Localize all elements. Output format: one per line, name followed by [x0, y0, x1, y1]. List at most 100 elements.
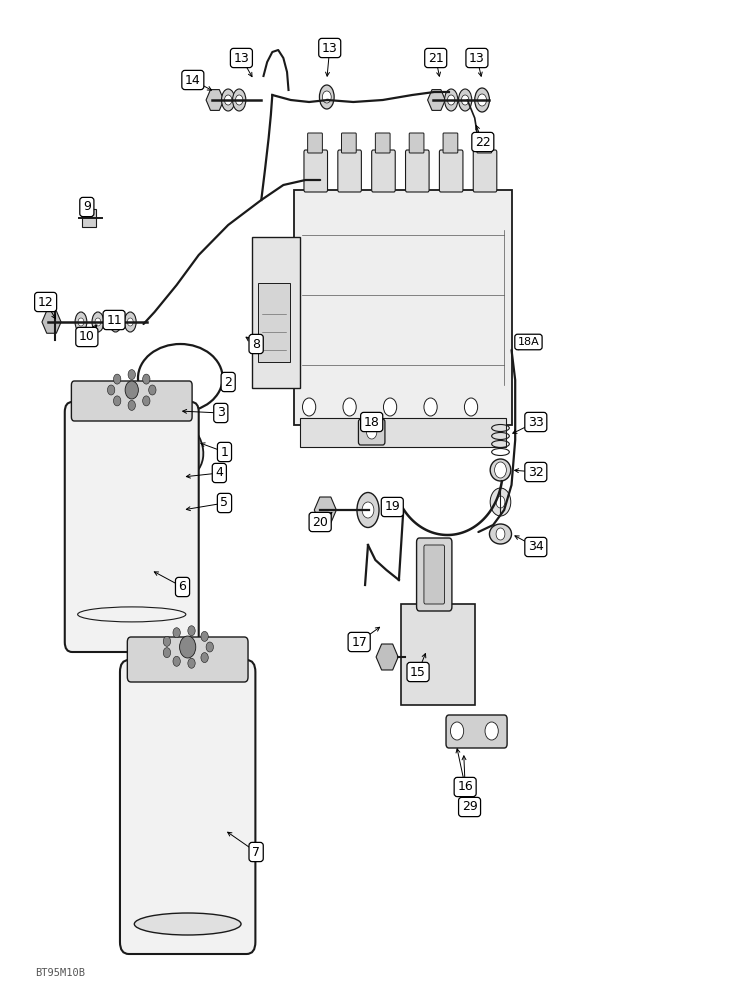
Circle shape — [188, 626, 195, 636]
Text: 6: 6 — [179, 580, 186, 593]
FancyBboxPatch shape — [401, 604, 475, 705]
FancyBboxPatch shape — [372, 150, 395, 192]
Ellipse shape — [459, 89, 472, 111]
Circle shape — [134, 430, 149, 450]
FancyBboxPatch shape — [443, 133, 458, 153]
Circle shape — [78, 318, 84, 326]
Circle shape — [322, 91, 331, 103]
Circle shape — [206, 642, 213, 652]
Text: 1: 1 — [221, 446, 228, 458]
Circle shape — [143, 396, 150, 406]
Text: 8: 8 — [252, 338, 260, 351]
Ellipse shape — [91, 399, 203, 485]
Ellipse shape — [165, 518, 178, 524]
Circle shape — [143, 374, 150, 384]
Circle shape — [343, 398, 356, 416]
Ellipse shape — [163, 507, 180, 515]
Text: 16: 16 — [457, 780, 473, 794]
Circle shape — [383, 398, 397, 416]
Circle shape — [114, 412, 123, 424]
FancyBboxPatch shape — [406, 150, 429, 192]
Text: 22: 22 — [475, 135, 491, 148]
Ellipse shape — [75, 312, 87, 332]
Circle shape — [464, 398, 478, 416]
Circle shape — [152, 408, 161, 420]
Circle shape — [362, 502, 374, 518]
Circle shape — [125, 381, 138, 399]
FancyBboxPatch shape — [308, 133, 322, 153]
Ellipse shape — [166, 527, 177, 533]
FancyBboxPatch shape — [417, 538, 452, 611]
Circle shape — [478, 94, 486, 106]
Text: 13: 13 — [233, 51, 250, 64]
Circle shape — [180, 636, 196, 658]
Ellipse shape — [233, 89, 246, 111]
Ellipse shape — [357, 492, 379, 528]
Circle shape — [107, 447, 116, 459]
Circle shape — [201, 631, 208, 641]
Ellipse shape — [124, 312, 136, 332]
Circle shape — [169, 439, 178, 451]
Text: 4: 4 — [216, 466, 223, 480]
Ellipse shape — [475, 88, 489, 112]
Circle shape — [496, 528, 505, 540]
Circle shape — [163, 636, 171, 646]
Circle shape — [447, 95, 455, 105]
Circle shape — [224, 95, 232, 105]
Ellipse shape — [92, 312, 104, 332]
Circle shape — [128, 370, 135, 380]
Ellipse shape — [110, 312, 121, 332]
FancyBboxPatch shape — [82, 209, 96, 227]
Text: 33: 33 — [528, 416, 544, 428]
Circle shape — [163, 648, 171, 658]
Text: 17: 17 — [351, 636, 367, 648]
Ellipse shape — [91, 432, 196, 502]
Text: 20: 20 — [312, 516, 328, 528]
FancyBboxPatch shape — [439, 150, 463, 192]
Circle shape — [124, 416, 159, 464]
Circle shape — [113, 396, 121, 406]
FancyBboxPatch shape — [120, 660, 255, 954]
Text: 3: 3 — [217, 406, 224, 420]
Text: 14: 14 — [185, 74, 201, 87]
Circle shape — [173, 656, 180, 666]
FancyBboxPatch shape — [424, 545, 445, 604]
Circle shape — [490, 488, 511, 516]
Circle shape — [149, 385, 156, 395]
Circle shape — [173, 628, 180, 638]
Text: 19: 19 — [384, 500, 400, 514]
Circle shape — [496, 496, 505, 508]
Circle shape — [127, 318, 133, 326]
FancyBboxPatch shape — [294, 190, 512, 425]
Text: 7: 7 — [252, 846, 260, 858]
Text: 34: 34 — [528, 540, 544, 554]
Circle shape — [367, 425, 377, 439]
FancyBboxPatch shape — [252, 237, 300, 388]
FancyBboxPatch shape — [304, 150, 328, 192]
FancyBboxPatch shape — [358, 419, 385, 445]
Circle shape — [113, 318, 118, 326]
FancyBboxPatch shape — [477, 133, 492, 153]
Circle shape — [450, 722, 464, 740]
Circle shape — [201, 653, 208, 663]
Circle shape — [424, 398, 437, 416]
Circle shape — [107, 385, 115, 395]
FancyBboxPatch shape — [300, 418, 506, 447]
FancyBboxPatch shape — [338, 150, 361, 192]
FancyBboxPatch shape — [342, 133, 356, 153]
Ellipse shape — [489, 524, 512, 544]
Text: 32: 32 — [528, 466, 544, 479]
Text: 9: 9 — [83, 200, 91, 214]
FancyBboxPatch shape — [258, 283, 290, 362]
Circle shape — [164, 469, 174, 483]
Circle shape — [461, 95, 469, 105]
Circle shape — [485, 722, 498, 740]
FancyBboxPatch shape — [127, 637, 248, 682]
Text: 15: 15 — [410, 666, 426, 678]
Circle shape — [495, 462, 506, 478]
Text: 21: 21 — [428, 51, 444, 64]
Ellipse shape — [222, 89, 235, 111]
Circle shape — [188, 658, 195, 668]
Ellipse shape — [490, 459, 511, 481]
FancyBboxPatch shape — [409, 133, 424, 153]
